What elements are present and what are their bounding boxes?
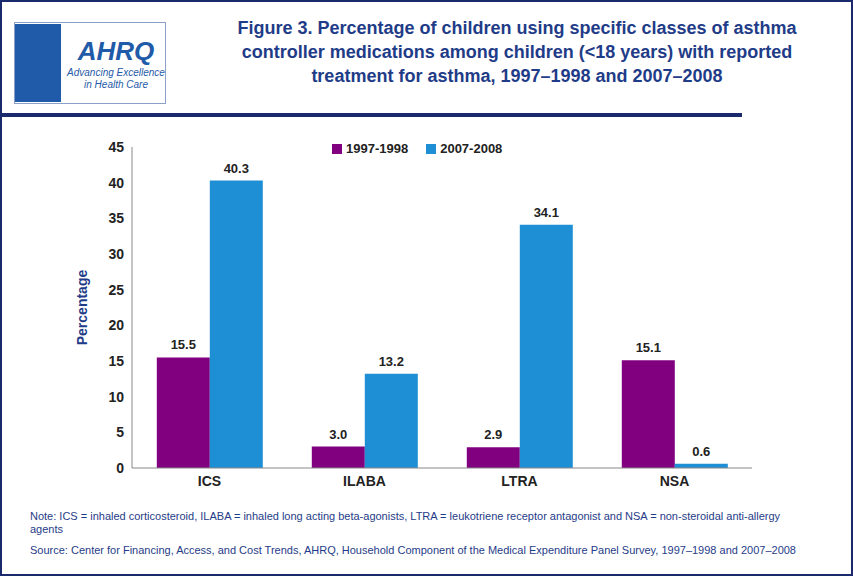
html-text:AHRQ: AHRQ (77, 35, 155, 66)
svg-text:0: 0 (116, 460, 124, 476)
svg-text:ILABA: ILABA (343, 473, 386, 489)
svg-text:15.5: 15.5 (171, 337, 196, 352)
svg-text:25: 25 (108, 282, 124, 298)
svg-text:40.3: 40.3 (224, 161, 249, 176)
svg-text:30: 30 (108, 246, 124, 262)
svg-text:13.2: 13.2 (379, 354, 404, 369)
svg-text:ICS: ICS (198, 473, 221, 489)
html-text:Advancing Excellence in Health: Advancing Excellence in Health Care (67, 66, 165, 90)
svg-text:LTRA: LTRA (501, 473, 537, 489)
svg-text:20: 20 (108, 317, 124, 333)
html-text:Source: Center for Financing,: Source: Center for Financing, Access, an… (30, 544, 796, 556)
svg-text:34.1: 34.1 (534, 205, 559, 220)
svg-text:Percentage: Percentage (74, 270, 90, 346)
html-text:2007-2008: 2007-2008 (440, 141, 503, 156)
svg-text:40: 40 (108, 175, 124, 191)
svg-text:3.0: 3.0 (329, 427, 347, 442)
html-text:1997-1998: 1997-1998 (346, 141, 409, 156)
svg-text:45: 45 (108, 139, 124, 155)
svg-text:15.1: 15.1 (636, 340, 661, 355)
html-text:Note: ICS = inhaled corticoste: Note: ICS = inhaled corticosteroid, ILAB… (30, 510, 781, 535)
html-text:Figure 3. Percentage of childr: Figure 3. Percentage of children using s… (237, 18, 797, 86)
svg-text:5: 5 (116, 424, 124, 440)
svg-text:2.9: 2.9 (484, 427, 502, 442)
svg-text:10: 10 (108, 389, 124, 405)
svg-text:35: 35 (108, 210, 124, 226)
svg-text:15: 15 (108, 353, 124, 369)
svg-text:NSA: NSA (660, 473, 690, 489)
svg-text:0.6: 0.6 (692, 444, 710, 459)
